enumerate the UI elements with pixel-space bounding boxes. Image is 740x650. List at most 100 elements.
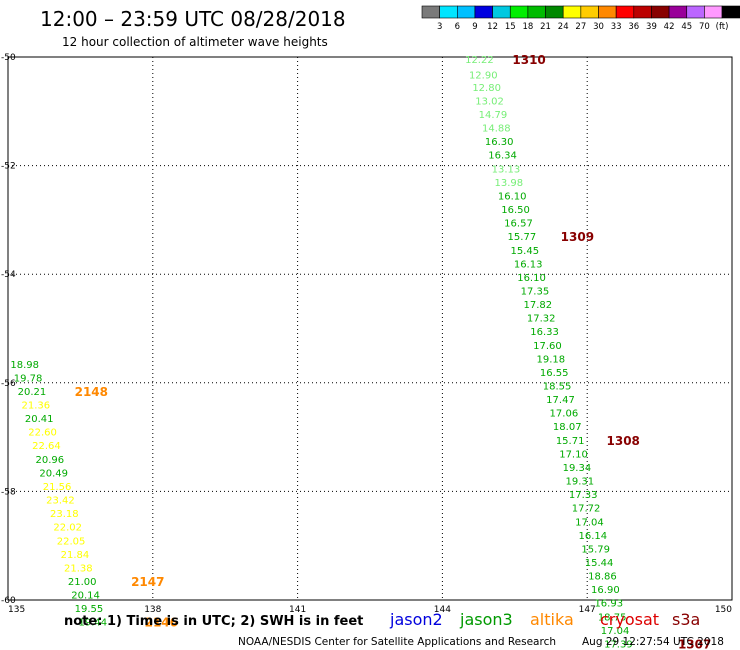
color-scale-swatch [456,5,476,19]
wave-height-point: 15.44 [585,558,614,569]
wave-height-point: 16.33 [530,327,559,338]
wave-height-point: 16.10 [498,191,527,202]
color-scale-legend: 3 6 9 12 15 18 21 24 27 30 33 36 39 42 45 70 (ft) [421,5,740,32]
wave-height-point: 18.98 [10,360,39,371]
footer-note: note: 1) Time is in UTC; 2) SWH is in fe… [64,614,363,629]
wave-height-point: 19.44 [78,618,107,629]
wave-height-point: 16.57 [504,219,533,230]
color-scale-label: 3 [437,22,442,32]
color-scale-label: 18 [522,22,533,32]
x-tick-label: 147 [579,605,596,615]
color-scale-swatch [651,5,670,19]
y-tick-label: -54 [1,270,16,280]
wave-height-point: 17.60 [533,341,562,352]
color-scale-label: 45 [681,22,692,32]
wave-height-point: 19.55 [75,604,104,615]
wave-height-point: 18.86 [588,572,617,583]
wave-height-point: 12.80 [472,83,501,94]
color-scale-swatch [633,5,652,19]
color-scale-swatch [668,5,688,19]
wave-height-point: 17.33 [569,490,598,501]
wave-height-point: 17.06 [550,409,579,420]
wave-height-point: 22.64 [32,441,61,452]
wave-height-point: 14.79 [479,110,508,121]
wave-height-point: 16.13 [514,259,543,270]
wave-height-point: 16.34 [488,151,517,162]
x-tick-label: 150 [715,605,732,615]
pass-time-label: 1308 [607,434,640,448]
color-scale-swatch [615,5,635,19]
color-scale-swatch [492,5,511,19]
color-scale-label: 12 [487,22,498,32]
wave-height-point: 21.00 [68,577,97,588]
color-scale-swatch [439,5,458,19]
wave-height-point: 17.10 [559,449,588,460]
pass-time-label: 1309 [561,230,594,244]
satellite-legend-altika: altika [530,610,574,629]
axis-tick-labels: 135 138 141 144 147 150 -50 -52 -54 -56 -58 -60 [1,53,732,615]
wave-height-point: 19.31 [565,477,594,488]
wave-height-point: 23.18 [50,509,79,520]
wave-height-point: 17.04 [601,626,630,637]
wave-height-point: 21.36 [22,401,51,412]
wave-height-point: 17.72 [572,504,601,515]
x-tick-label: 135 [8,605,25,615]
color-scale-swatch [474,5,493,19]
pass-time-label: 1307 [678,637,711,650]
chart-title: 12:00 – 23:59 UTC 08/28/2018 [40,7,346,31]
pass-time-labels: 1310 1309 1308 1307 2148 2147 2146 [75,53,712,650]
wave-height-point: 17.39 [604,639,633,650]
wave-height-point: 16.30 [485,137,514,148]
color-scale-label: 15 [505,22,516,32]
wave-height-point: 13.98 [495,178,524,189]
color-scale-label: 42 [664,22,675,32]
wave-height-point: 12.22 [465,55,494,66]
satellite-legend-cryosat: cryosat [600,610,659,629]
x-tick-label: 141 [289,605,306,615]
grid-lines [8,57,732,600]
color-scale-label: 33 [611,22,622,32]
pass-time-label: 2146 [145,616,178,630]
x-tick-label: 144 [434,605,451,615]
footer-credit: NOAA/NESDIS Center for Satellite Applica… [238,636,556,648]
color-scale-label: 70 [699,22,710,32]
plot-frame [7,56,733,601]
wave-height-point: 16.14 [579,531,608,542]
y-tick-label: -50 [1,53,16,63]
y-tick-label: -56 [1,379,16,389]
wave-height-point: 12.90 [469,70,498,81]
color-scale-label: 39 [646,22,657,32]
wave-height-point: 22.02 [53,523,82,534]
wave-height-point: 16.50 [501,205,530,216]
color-scale-label: 24 [558,22,569,32]
wave-height-point: 14.88 [482,124,511,135]
wave-height-point: 19.18 [537,354,566,365]
pass-time-label: 2147 [131,575,164,589]
wave-height-point: 16.55 [540,368,569,379]
wave-height-point: 16.90 [591,585,620,596]
y-tick-label: -58 [1,487,16,497]
wave-height-point: 19.78 [14,373,43,384]
color-scale-label: 21 [540,22,551,32]
satellite-legend-jason3: jason3 [459,610,513,629]
color-scale-label: 6 [455,22,460,32]
color-scale-swatch [421,5,440,19]
wave-height-point: 15.71 [556,436,585,447]
wave-height-point: 21.84 [61,550,90,561]
wave-height-point: 18.55 [543,382,572,393]
pass-time-label: 2148 [75,385,108,399]
color-scale-swatch [704,5,723,19]
wave-height-point: 15.79 [581,544,610,555]
wave-height-point: 18.75 [598,612,627,623]
color-scale-label: 30 [593,22,604,32]
wave-height-point: 16.10 [517,273,546,284]
color-scale-swatch [562,5,582,19]
color-scale-swatch [598,5,617,19]
satellite-legend: jason2 jason3 altika cryosat s3a [389,610,700,629]
wave-height-point: 17.82 [523,300,552,311]
wave-height-point: 20.21 [18,387,47,398]
color-scale-label: (ft) [716,22,729,32]
color-scale-label: 27 [575,22,586,32]
wave-height-point: 20.14 [71,591,100,602]
wave-height-point: 20.41 [25,414,54,425]
